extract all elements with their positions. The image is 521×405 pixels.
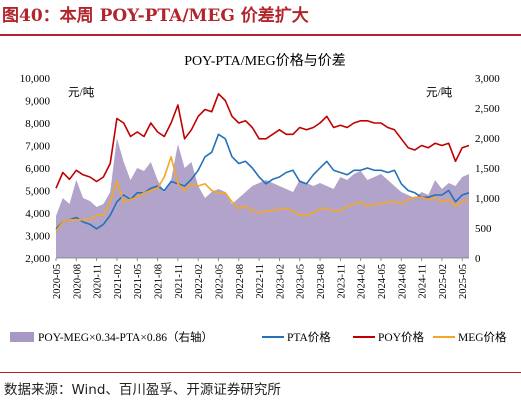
chart-title: POY-PTA/MEG价格与价差 xyxy=(184,53,345,69)
left-axis-unit: 元/吨 xyxy=(68,86,95,99)
legend-label: PTA价格 xyxy=(287,330,331,344)
y-right-tick-label: 2,500 xyxy=(475,103,500,115)
y-right-tick-label: 0 xyxy=(475,253,481,265)
x-tick-label: 2024-05 xyxy=(377,264,388,299)
x-tick-label: 2022-11 xyxy=(255,264,266,299)
y-left-tick-label: 7,000 xyxy=(25,141,50,153)
x-tick-label: 2024-08 xyxy=(397,264,408,299)
y-left-tick-label: 4,000 xyxy=(25,208,50,220)
y-left-tick-label: 6,000 xyxy=(25,163,50,175)
figure-title: 图40：本周 POY-PTA/MEG 价差扩大 xyxy=(2,6,309,26)
axes: 2,000 3,000 4,000 5,000 6,000 7,000 8,000 9,000… xyxy=(20,73,501,299)
x-tick-label: 2022-05 xyxy=(214,264,225,299)
x-tick-label: 2025-02 xyxy=(438,264,449,299)
y-right-tick-label: 1,500 xyxy=(475,163,500,175)
legend-item-meg: MEG价格 xyxy=(433,330,507,344)
x-tick-label: 2023-08 xyxy=(316,264,327,299)
title-divider xyxy=(0,34,521,36)
x-tick-label: 2023-05 xyxy=(296,264,307,299)
source-divider xyxy=(0,372,521,373)
x-tick-label: 2022-02 xyxy=(194,264,205,299)
legend-label: POY价格 xyxy=(378,330,425,344)
x-tick-label: 2021-05 xyxy=(133,264,144,299)
legend-swatch xyxy=(10,332,34,342)
y-left-tick-label: 3,000 xyxy=(25,231,50,243)
line-series-3 xyxy=(55,156,470,232)
x-tick-label: 2023-11 xyxy=(336,264,347,299)
x-tick-label: 2023-02 xyxy=(275,264,286,299)
y-right-tick-label: 3,000 xyxy=(475,73,500,85)
legend-item-poy-meg-0-34-pta-0-86: POY-MEG×0.34-PTA×0.86（右轴） xyxy=(10,330,213,344)
legend: POY-MEG×0.34-PTA×0.86（右轴） PTA价格 POY价格 MEG价格 xyxy=(10,330,507,344)
source-note: 数据来源：Wind、百川盈孚、开源证券研究所 xyxy=(4,382,281,398)
x-tick-label: 2021-11 xyxy=(174,264,185,299)
y-left-tick-label: 9,000 xyxy=(25,96,50,108)
y-left-tick-label: 10,000 xyxy=(20,73,51,85)
y-left-tick-label: 8,000 xyxy=(25,118,50,130)
y-right-tick-label: 1,000 xyxy=(475,193,500,205)
line-series-1 xyxy=(55,133,470,230)
x-tick-label: 2021-02 xyxy=(113,264,124,299)
legend-item-poy: POY价格 xyxy=(353,330,425,344)
x-tick-label: 2025-05 xyxy=(458,264,469,299)
price-lines-layer xyxy=(55,92,470,232)
y-right-tick-label: 2,000 xyxy=(475,133,500,145)
y-left-tick-label: 2,000 xyxy=(25,253,50,265)
x-tick-label: 2020-05 xyxy=(52,264,63,299)
legend-label: POY-MEG×0.34-PTA×0.86（右轴） xyxy=(38,330,213,344)
x-tick-label: 2021-08 xyxy=(154,264,165,299)
x-tick-label: 2022-08 xyxy=(235,264,246,299)
x-tick-label: 2024-11 xyxy=(418,264,429,299)
x-tick-label: 2020-11 xyxy=(93,264,104,299)
y-left-tick-label: 5,000 xyxy=(25,186,50,198)
x-tick-label: 2024-02 xyxy=(357,264,368,299)
spread-area-series xyxy=(56,138,469,258)
line-series-2 xyxy=(55,92,470,189)
legend-label: MEG价格 xyxy=(458,330,507,344)
legend-item-pta: PTA价格 xyxy=(262,330,331,344)
right-axis-unit: 元/吨 xyxy=(426,86,453,99)
spread-area-layer xyxy=(56,138,469,258)
chart: POY-PTA/MEG价格与价差 元/吨 元/吨 2,000 3,000 4,000… xyxy=(10,53,507,344)
x-tick-label: 2020-08 xyxy=(72,264,83,299)
y-right-tick-label: 500 xyxy=(475,223,492,235)
